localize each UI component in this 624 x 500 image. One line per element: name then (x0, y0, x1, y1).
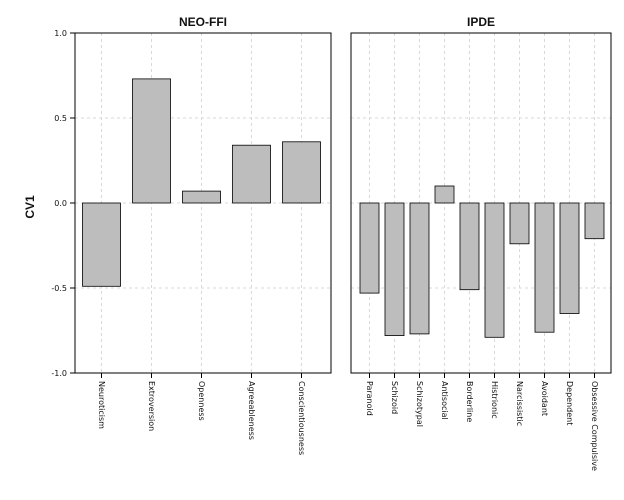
category-label: Conscientiousness (297, 381, 306, 455)
bar (132, 78, 171, 204)
category-label: Avoidant (540, 381, 549, 416)
category-label: Neuroticism (97, 381, 106, 429)
bar (82, 202, 121, 287)
plot-frame (350, 32, 612, 374)
category-label: Agreeableness (247, 381, 256, 440)
bar (282, 141, 321, 204)
category-label: Borderline (465, 381, 474, 422)
panel-ipde: IPDE Paranoid Schizoid Schizotypal Antisocia… (350, 15, 612, 471)
y-tick-label: 0.0 (54, 199, 67, 208)
y-tick-label: -0.5 (51, 284, 67, 293)
category-label: Schizoid (390, 381, 399, 414)
bar (359, 202, 380, 294)
y-axis-label: CV1 (23, 195, 37, 219)
category-label: Antisocial (440, 381, 449, 420)
category-label: Openness (197, 381, 206, 421)
bar (459, 202, 480, 291)
bar (182, 190, 221, 204)
category-label: Obsessive Compulsive (590, 381, 599, 471)
bar (232, 144, 271, 204)
bar (434, 185, 455, 204)
category-label: Schizotypal (415, 381, 424, 427)
bar (384, 202, 405, 337)
bar (509, 202, 530, 245)
panel-neo-ffi: NEO-FFI 1.0 0.5 0.0 -0.5 -1.0 Neuroticism Extro… (51, 15, 332, 455)
bar (409, 202, 430, 335)
category-label: Histrionic (490, 381, 499, 419)
panels: NEO-FFI 1.0 0.5 0.0 -0.5 -1.0 Neuroticism Extro… (51, 15, 612, 471)
bar (559, 202, 580, 314)
category-label: Narcissistic (515, 381, 524, 426)
category-label: Paranoid (365, 381, 374, 416)
y-tick-label: 1.0 (54, 29, 67, 38)
panel-title: IPDE (467, 15, 495, 29)
category-label: Dependent (565, 381, 574, 425)
category-label: Extroversion (147, 381, 156, 431)
bar (484, 202, 505, 338)
panel-title: NEO-FFI (179, 15, 227, 29)
y-tick-label: -1.0 (51, 369, 67, 378)
y-tick-label: 0.5 (54, 114, 67, 123)
bar (534, 202, 555, 333)
bar (584, 202, 605, 240)
